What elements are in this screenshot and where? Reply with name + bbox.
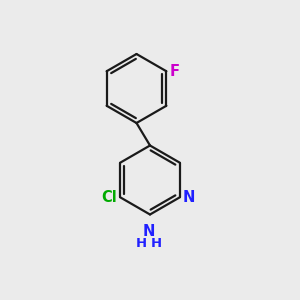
- Text: H: H: [135, 237, 147, 250]
- Text: H: H: [150, 237, 162, 250]
- Text: N: N: [182, 190, 195, 205]
- Text: F: F: [169, 64, 179, 79]
- Text: Cl: Cl: [101, 190, 116, 205]
- Text: N: N: [142, 224, 155, 239]
